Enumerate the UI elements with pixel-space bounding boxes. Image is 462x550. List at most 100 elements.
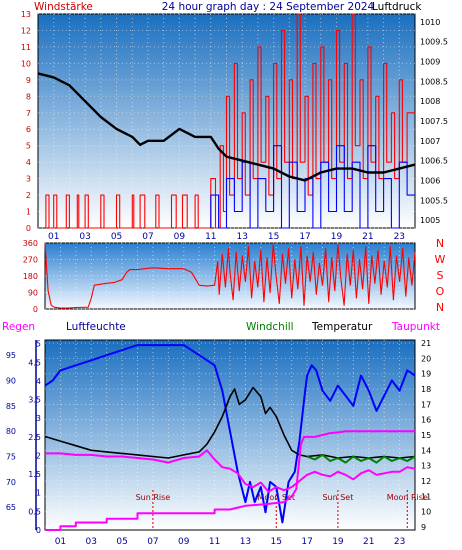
- hour-tick-label: 17: [299, 232, 310, 242]
- chart-title: 24 hour graph day : 24 September 2024: [162, 1, 375, 13]
- pressure-tick-label: 1008.5: [420, 77, 448, 86]
- humidity-tick-label: 75: [6, 453, 16, 462]
- temperature-grid: [45, 340, 415, 530]
- temperature-tick-label: 9: [421, 523, 426, 532]
- pressure-tick-label: 1006: [420, 176, 440, 185]
- temperature-tick-label: 15: [421, 431, 431, 440]
- sun-moon-annotations: Sun Rise Moon Set Sun Set Moon Rise: [136, 490, 428, 530]
- temperature-label: Temperatur: [311, 321, 373, 333]
- rain-label: Regen: [2, 321, 35, 333]
- hour-tick-label: 05: [116, 537, 127, 547]
- wind-direction-line: [44, 242, 416, 309]
- hour-tick-label: 15: [271, 537, 282, 547]
- dewpoint-line: [45, 449, 416, 493]
- hour-tick-label: 05: [111, 232, 122, 242]
- hour-tick-label: 19: [331, 232, 343, 242]
- temperature-tick-label: 20: [421, 354, 431, 363]
- pressure-tick-label: 1007: [420, 137, 440, 146]
- temperature-legend: Regen Luftfeuchte Windchill Temperatur Taupu…: [2, 321, 440, 333]
- humidity-tick-label: 65: [6, 503, 16, 512]
- annotation-label: Sun Rise: [136, 493, 171, 502]
- right-axis-title: Luftdruck: [372, 1, 422, 13]
- wind-tick-label: 13: [21, 10, 31, 19]
- temperature-line: [44, 386, 416, 459]
- rain-tick-label: 1: [36, 489, 41, 498]
- temperature-series: [44, 344, 416, 531]
- direction-left-axis: 0 90 180 270 360: [23, 239, 38, 314]
- hour-tick-label: 01: [55, 537, 66, 547]
- rain-tick-label: 0.5: [28, 507, 41, 516]
- rain-tick-label: 4: [36, 377, 41, 386]
- hour-tick-label: 01: [48, 232, 59, 242]
- compass-label: N: [436, 301, 444, 314]
- humidity-tick-label: 70: [6, 478, 16, 487]
- wind-tick-label: 4: [26, 158, 31, 167]
- hour-tick-label: 11: [209, 537, 220, 547]
- wind-tick-label: 7: [26, 109, 31, 118]
- temperature-right-axis: 9 10 11 12 13 14 15 16 17 18 19 20 21: [421, 339, 431, 532]
- pressure-tick-label: 1005.5: [420, 196, 448, 205]
- windchill-line: [306, 453, 416, 464]
- rain-tick-label: 5: [36, 340, 41, 349]
- rain-line: [45, 430, 415, 531]
- temperature-tick-label: 14: [421, 446, 431, 455]
- hour-tick-label: 17: [301, 537, 312, 547]
- direction-tick-label: 90: [28, 289, 38, 298]
- pressure-tick-label: 1008: [420, 97, 440, 106]
- hour-tick-label: 07: [147, 537, 158, 547]
- annotation-label: Sun Set: [322, 493, 353, 502]
- temperature-tick-label: 12: [421, 477, 431, 486]
- direction-tick-label: 270: [23, 256, 38, 265]
- wind-pressure-series: [37, 13, 416, 229]
- rain-tick-label: 2: [36, 451, 41, 460]
- wind-tick-label: 6: [26, 125, 31, 134]
- wind-tick-label: 11: [21, 43, 31, 52]
- direction-tick-label: 360: [23, 239, 38, 248]
- temperature-tick-label: 11: [421, 492, 431, 501]
- rain-tick-label: 1.5: [28, 470, 41, 479]
- temperature-tick-label: 19: [421, 370, 431, 379]
- hour-tick-label: 13: [240, 537, 251, 547]
- rain-tick-label: 3: [36, 414, 41, 423]
- hour-tick-label: 13: [236, 232, 247, 242]
- wind-speed-line: [45, 13, 415, 229]
- wind-tick-label: 9: [26, 76, 31, 85]
- wind-tick-label: 2: [26, 191, 31, 200]
- temperature-time-axis: 01 03 05 07 09 11 13 15 17 19 21 23: [55, 537, 406, 547]
- rain-tick-label: 4.5: [28, 358, 41, 367]
- compass-label: W: [435, 253, 446, 266]
- pressure-tick-label: 1010: [420, 18, 440, 27]
- hour-tick-label: 11: [205, 232, 216, 242]
- wind-tick-label: 1: [26, 208, 31, 217]
- hour-tick-label: 03: [86, 537, 97, 547]
- rain-axis: 0 0.5 1 1.5 2 2.5 3 3.5 4 4.5 5: [28, 340, 41, 535]
- hour-tick-label: 23: [394, 232, 405, 242]
- pressure-tick-label: 1009.5: [420, 38, 448, 47]
- pressure-tick-label: 1009: [420, 58, 440, 67]
- humidity-tick-label: 80: [6, 427, 16, 436]
- pressure-tick-label: 1007.5: [420, 117, 448, 126]
- hour-tick-label: 23: [394, 537, 405, 547]
- windchill-label: Windchill: [246, 321, 294, 333]
- hour-tick-label: 21: [363, 537, 374, 547]
- direction-tick-label: 180: [23, 272, 38, 281]
- pressure-line: [37, 72, 416, 182]
- annotation-label: Moon Set: [258, 493, 295, 502]
- temperature-tick-label: 21: [421, 339, 431, 348]
- pressure-tick-label: 1006.5: [420, 157, 448, 166]
- humidity-tick-label: 95: [6, 351, 16, 360]
- humidity-label: Luftfeuchte: [66, 321, 126, 333]
- humidity-tick-label: 90: [6, 377, 16, 386]
- wind-tick-label: 5: [26, 142, 31, 151]
- pressure-tick-label: 1005: [420, 216, 440, 225]
- temperature-tick-label: 10: [421, 508, 431, 517]
- rain-tick-label: 3.5: [28, 396, 41, 405]
- wind-direction-grid: [45, 242, 415, 310]
- hour-tick-label: 03: [79, 232, 90, 242]
- wind-direction-series: [44, 242, 416, 309]
- temperature-tick-label: 16: [421, 416, 431, 425]
- humidity-tick-label: 85: [6, 402, 16, 411]
